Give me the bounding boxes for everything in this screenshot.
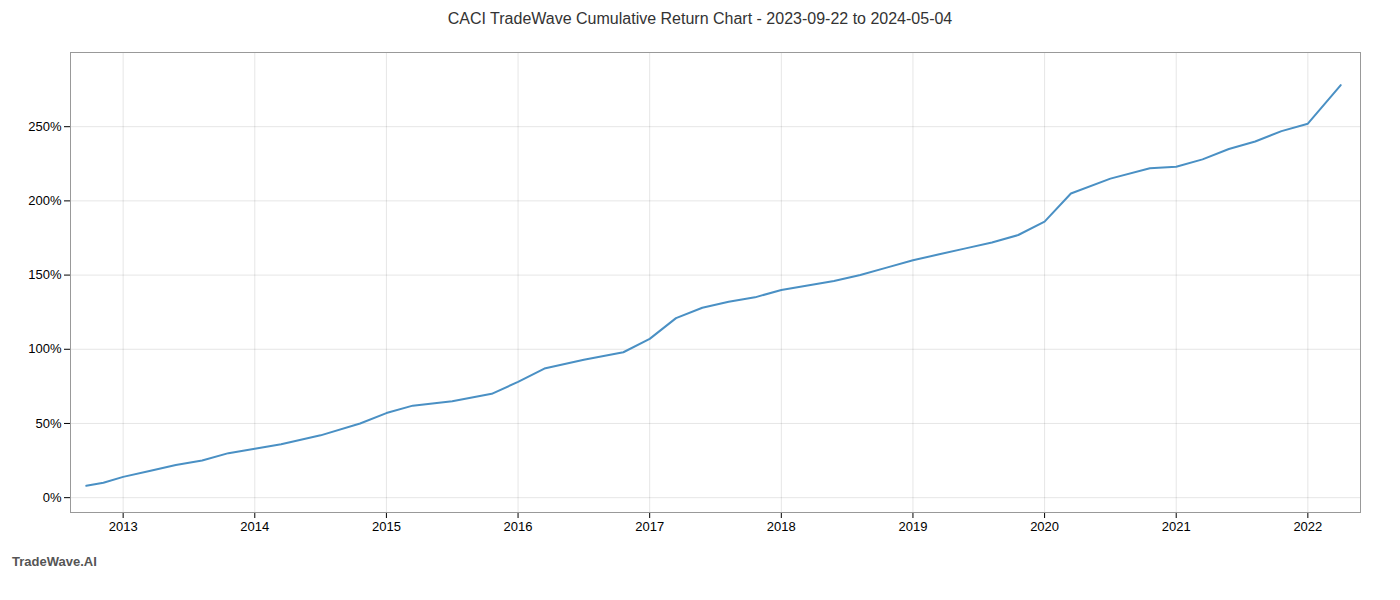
svg-text:2016: 2016 <box>504 519 533 534</box>
html-text:CACI TradeWave Cumulative Retu: CACI TradeWave Cumulative Return Chart -… <box>447 10 953 27</box>
svg-text:2021: 2021 <box>1162 519 1191 534</box>
svg-text:250%: 250% <box>28 119 62 134</box>
svg-text:2013: 2013 <box>109 519 138 534</box>
svg-text:200%: 200% <box>28 193 62 208</box>
svg-text:0%: 0% <box>43 490 62 505</box>
svg-text:2022: 2022 <box>1293 519 1322 534</box>
svg-text:100%: 100% <box>28 341 62 356</box>
svg-text:150%: 150% <box>28 267 62 282</box>
svg-text:2020: 2020 <box>1030 519 1059 534</box>
svg-text:50%: 50% <box>35 416 61 431</box>
html-text:TradeWave.AI: TradeWave.AI <box>12 554 97 569</box>
svg-text:2017: 2017 <box>635 519 664 534</box>
svg-text:2014: 2014 <box>240 519 269 534</box>
svg-text:2019: 2019 <box>898 519 927 534</box>
svg-text:2015: 2015 <box>372 519 401 534</box>
svg-text:2018: 2018 <box>767 519 796 534</box>
